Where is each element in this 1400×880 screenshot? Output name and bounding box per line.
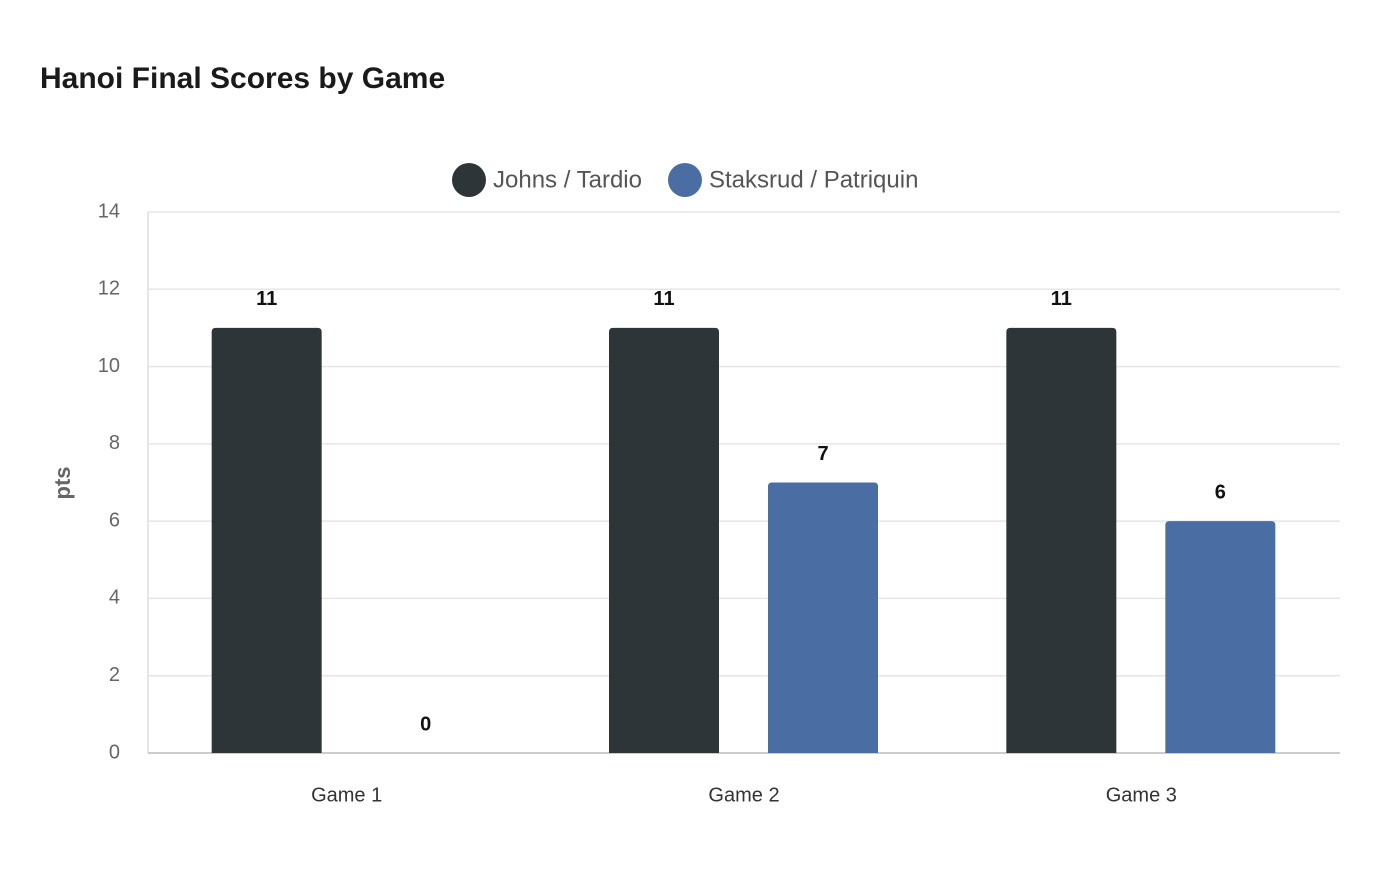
y-axis-label: pts [50, 467, 75, 500]
y-tick-label: 10 [98, 355, 120, 377]
value-label: 7 [817, 443, 828, 465]
legend-label: Johns / Tardio [493, 166, 642, 193]
value-label: 0 [420, 713, 431, 735]
x-tick-label: Game 3 [1106, 784, 1177, 806]
y-tick-label: 8 [109, 432, 120, 454]
value-label: 11 [256, 288, 277, 310]
y-tick-label: 12 [98, 278, 120, 300]
chart-title: Hanoi Final Scores by Game [40, 62, 445, 95]
legend-label: Staksrud / Patriquin [709, 166, 918, 193]
y-tick-label: 6 [109, 509, 120, 531]
bar [211, 327, 322, 753]
value-label: 11 [653, 288, 674, 310]
y-tick-label: 2 [109, 664, 120, 686]
bar [609, 327, 719, 753]
value-label: 11 [1051, 288, 1072, 310]
y-tick-label: 0 [109, 741, 120, 763]
x-tick-label: Game 1 [311, 784, 382, 806]
legend-marker [667, 163, 702, 197]
value-label: 6 [1215, 481, 1226, 503]
y-tick-label: 14 [98, 200, 120, 222]
x-tick-label: Game 2 [708, 784, 779, 806]
bar [768, 482, 878, 753]
bar [1165, 521, 1276, 753]
legend-marker [452, 163, 486, 197]
y-tick-label: 4 [109, 587, 120, 609]
bar [1006, 327, 1117, 753]
